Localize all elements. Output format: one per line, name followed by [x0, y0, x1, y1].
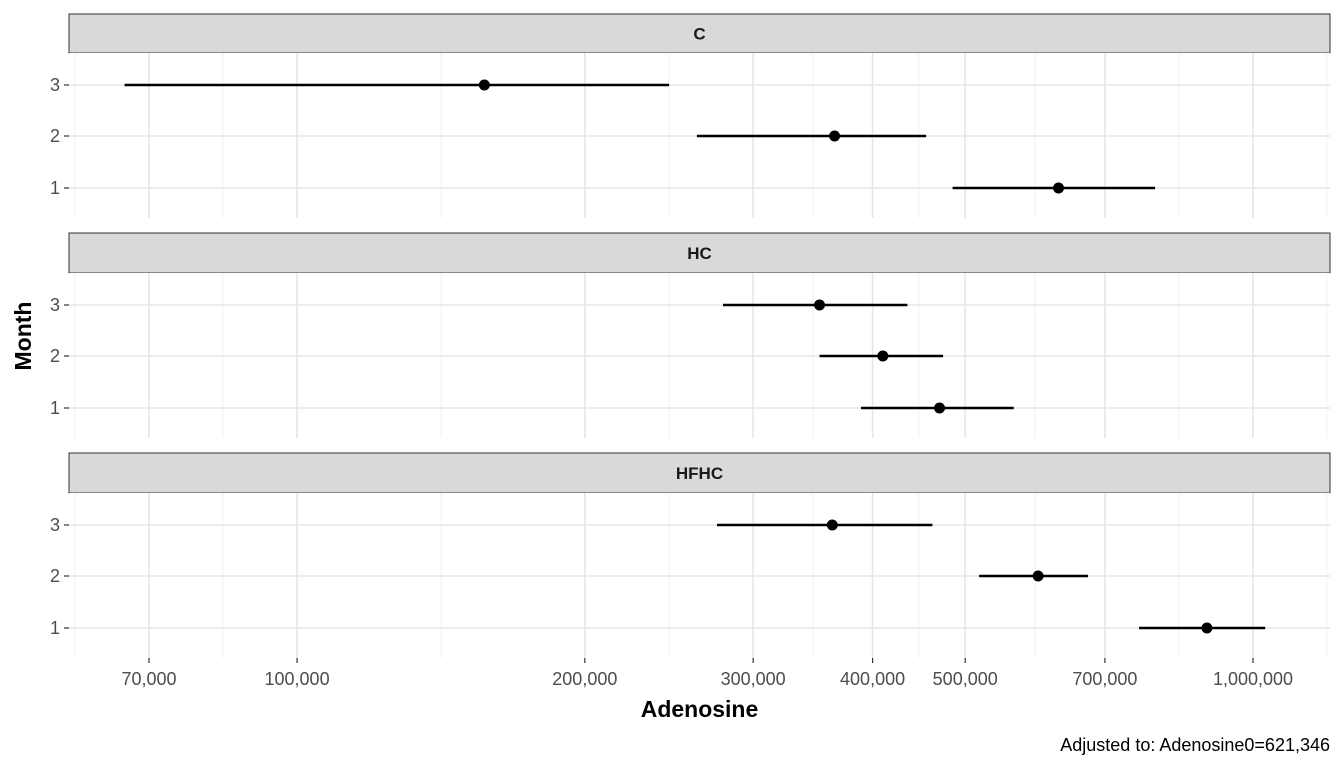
y-tick-label: 1: [50, 618, 60, 638]
data-point: [826, 519, 838, 531]
data-point: [829, 130, 841, 142]
x-tick-label: 300,000: [721, 669, 786, 689]
x-tick-label: 200,000: [552, 669, 617, 689]
x-tick-label: 1,000,000: [1213, 669, 1293, 689]
facet-strip: [68, 452, 1331, 494]
data-point: [934, 402, 946, 414]
facet-strip: [68, 232, 1331, 274]
facet-c: C 1 2 3: [50, 13, 1331, 218]
y-tick-label: 3: [50, 515, 60, 535]
data-point: [877, 350, 889, 362]
facet-strip-label: HFHC: [676, 464, 723, 483]
data-point: [478, 79, 490, 91]
y-tick-label: 2: [50, 126, 60, 146]
facet-strip-label: HC: [687, 244, 712, 263]
y-axis-title: Month: [10, 302, 36, 371]
data-point: [1032, 570, 1044, 582]
x-tick-label: 500,000: [933, 669, 998, 689]
data-point: [1201, 622, 1213, 634]
facet-strip-label: C: [693, 25, 705, 44]
x-tick-label: 400,000: [840, 669, 905, 689]
data-point: [1053, 182, 1065, 194]
y-tick-label: 2: [50, 346, 60, 366]
y-tick-label: 3: [50, 75, 60, 95]
x-axis-title: Adenosine: [641, 696, 759, 722]
x-tick-label: 100,000: [265, 669, 330, 689]
x-tick-label: 70,000: [121, 669, 176, 689]
y-tick-label: 1: [50, 178, 60, 198]
chart-caption: Adjusted to: Adenosine0=621,346: [1060, 735, 1330, 755]
y-tick-label: 3: [50, 295, 60, 315]
y-tick-label: 2: [50, 566, 60, 586]
x-tick-label: 700,000: [1072, 669, 1137, 689]
facet-strip: [68, 13, 1331, 54]
data-point: [814, 299, 826, 311]
facet-hc: HC 1 2 3: [50, 232, 1331, 438]
y-tick-label: 1: [50, 398, 60, 418]
facet-hfhc: HFHC 1 2 3: [50, 452, 1331, 658]
